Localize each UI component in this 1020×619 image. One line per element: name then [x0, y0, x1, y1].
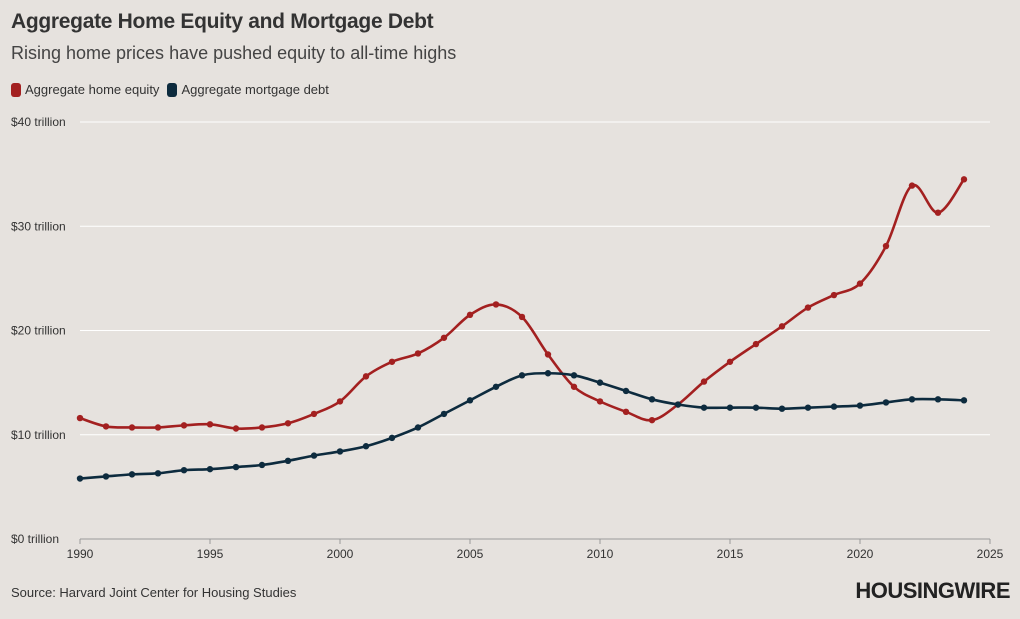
data-point-equity[interactable] [466, 311, 474, 319]
data-point-debt[interactable] [232, 463, 240, 471]
data-point-debt[interactable] [596, 379, 604, 386]
data-point-equity[interactable] [752, 340, 760, 348]
data-point-debt[interactable] [960, 397, 968, 404]
legend-label-equity: Aggregate home equity [25, 82, 160, 97]
data-point-equity[interactable] [128, 424, 136, 431]
data-point-debt[interactable] [102, 473, 110, 480]
x-tick-label: 2015 [717, 547, 744, 561]
data-point-debt[interactable] [76, 475, 84, 482]
legend-item-debt[interactable]: Aggregate mortgage debt [167, 82, 329, 97]
data-point-equity[interactable] [180, 422, 188, 429]
data-point-equity[interactable] [544, 351, 552, 358]
data-point-equity[interactable] [830, 291, 838, 299]
brand-logo: HOUSINGWIRE [855, 578, 1010, 603]
data-point-debt[interactable] [310, 452, 318, 459]
data-point-equity[interactable] [154, 424, 162, 431]
data-point-equity[interactable] [76, 414, 84, 422]
data-point-debt[interactable] [154, 470, 162, 477]
chart-title: Aggregate Home Equity and Mortgage Debt [11, 10, 434, 33]
data-point-equity[interactable] [492, 301, 500, 308]
data-point-equity[interactable] [336, 398, 344, 405]
data-point-equity[interactable] [596, 398, 604, 405]
data-point-debt[interactable] [752, 404, 760, 411]
data-point-debt[interactable] [804, 404, 812, 411]
x-axis: 1990 1995 2000 2005 2010 2015 2020 2025 [67, 538, 1004, 561]
data-point-equity[interactable] [362, 373, 370, 380]
x-tick-label: 2010 [587, 547, 614, 561]
data-point-debt[interactable] [882, 399, 890, 406]
source-note: Source: Harvard Joint Center for Housing… [11, 585, 297, 600]
y-tick-label: $20 trillion [11, 324, 66, 338]
x-tick-label: 1990 [67, 547, 94, 561]
data-point-equity[interactable] [570, 383, 578, 390]
legend-item-equity[interactable]: Aggregate home equity [11, 82, 159, 97]
data-point-debt[interactable] [180, 466, 188, 474]
x-tick-label: 1995 [197, 547, 224, 561]
data-point-debt[interactable] [570, 372, 578, 379]
series-group [76, 176, 968, 482]
data-point-equity[interactable] [414, 350, 422, 357]
data-point-equity[interactable] [206, 421, 214, 428]
data-point-debt[interactable] [362, 443, 370, 450]
y-tick-label: $30 trillion [11, 219, 66, 233]
data-point-debt[interactable] [830, 403, 838, 410]
data-point-debt[interactable] [518, 372, 526, 379]
data-point-debt[interactable] [700, 404, 708, 411]
data-point-equity[interactable] [908, 182, 916, 189]
data-point-equity[interactable] [934, 209, 942, 216]
data-point-equity[interactable] [310, 410, 318, 418]
x-tick-label: 2020 [847, 547, 874, 561]
data-point-equity[interactable] [518, 313, 526, 321]
data-point-equity[interactable] [102, 423, 110, 430]
y-tick-label: $10 trillion [11, 428, 66, 442]
data-point-debt[interactable] [934, 396, 942, 403]
data-point-equity[interactable] [284, 420, 292, 427]
legend-swatch-debt [167, 82, 178, 97]
data-point-equity[interactable] [388, 358, 396, 365]
data-point-equity[interactable] [726, 358, 734, 365]
data-point-debt[interactable] [778, 405, 786, 412]
data-point-equity[interactable] [648, 416, 656, 424]
x-tick-label: 2025 [977, 547, 1004, 561]
y-tick-label: $40 trillion [11, 115, 66, 129]
legend-swatch-equity [11, 82, 21, 97]
grid [80, 121, 990, 540]
data-point-equity[interactable] [960, 176, 968, 183]
data-point-debt[interactable] [128, 471, 136, 478]
y-tick-label: $0 trillion [11, 532, 59, 546]
data-point-debt[interactable] [648, 396, 656, 403]
data-point-debt[interactable] [492, 383, 500, 390]
data-point-debt[interactable] [258, 461, 266, 469]
chart-subtitle: Rising home prices have pushed equity to… [11, 43, 457, 63]
data-point-equity[interactable] [622, 408, 630, 416]
data-point-equity[interactable] [882, 242, 890, 250]
x-tick-label: 2005 [457, 547, 484, 561]
data-point-debt[interactable] [856, 402, 864, 409]
data-point-debt[interactable] [414, 424, 422, 431]
data-point-equity[interactable] [778, 323, 786, 330]
y-axis: $0 trillion $10 trillion $20 trillion $30 t… [11, 115, 66, 546]
data-point-debt[interactable] [206, 465, 214, 473]
data-point-debt[interactable] [908, 396, 916, 403]
data-point-debt[interactable] [466, 397, 474, 404]
data-point-equity[interactable] [258, 424, 266, 431]
data-point-debt[interactable] [544, 370, 552, 377]
legend-label-debt: Aggregate mortgage debt [181, 82, 329, 97]
data-point-debt[interactable] [674, 401, 682, 408]
data-point-debt[interactable] [726, 404, 734, 411]
series-line-equity [79, 178, 966, 430]
data-point-equity[interactable] [232, 425, 240, 432]
data-point-equity[interactable] [856, 280, 864, 287]
data-point-debt[interactable] [388, 434, 396, 442]
data-point-equity[interactable] [440, 334, 448, 341]
data-point-debt[interactable] [622, 387, 630, 395]
data-point-equity[interactable] [804, 304, 812, 311]
data-point-equity[interactable] [700, 378, 708, 385]
data-point-debt[interactable] [284, 457, 292, 465]
x-tick-label: 2000 [327, 547, 354, 561]
data-point-debt[interactable] [440, 410, 448, 418]
data-point-debt[interactable] [336, 448, 344, 455]
legend: Aggregate home equity Aggregate mortgage… [11, 82, 337, 97]
